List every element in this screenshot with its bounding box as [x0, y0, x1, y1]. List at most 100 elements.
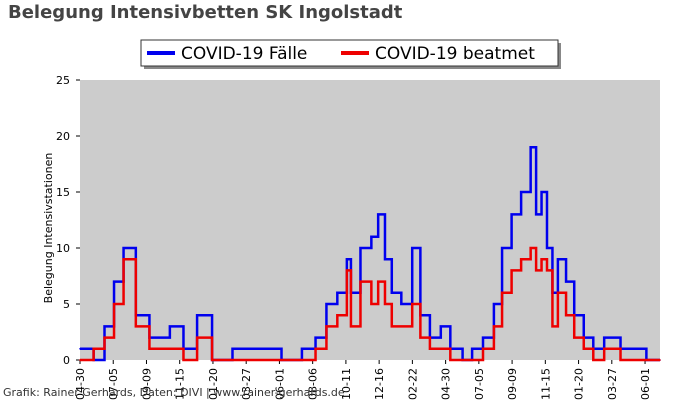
plot-background [80, 80, 660, 360]
x-tick-label: 10-11 [340, 368, 353, 400]
data-point-covid-19-faelle [325, 303, 328, 305]
data-point-covid-19-faelle [390, 292, 393, 294]
data-point-covid-19-beatmet [169, 348, 171, 350]
data-point-covid-19-beatmet [92, 348, 95, 350]
data-point-covid-19-beatmet [471, 359, 473, 361]
data-point-covid-19-faelle [169, 325, 171, 328]
legend-label-covid-faelle: COVID-19 Fälle [181, 44, 307, 64]
data-point-covid-19-beatmet [461, 359, 464, 361]
data-point-covid-19-beatmet [631, 359, 634, 361]
data-point-covid-19-faelle [540, 191, 543, 193]
y-axis: 0 5 10 15 20 25 [56, 74, 80, 367]
data-point-covid-19-beatmet [529, 247, 532, 249]
data-point-covid-19-beatmet [493, 325, 495, 328]
y-tick-label: 10 [56, 242, 70, 255]
data-point-covid-19-beatmet [546, 269, 548, 272]
data-point-covid-19-beatmet [79, 359, 81, 361]
y-tick-label: 15 [56, 186, 70, 199]
data-point-covid-19-beatmet [248, 359, 250, 361]
x-tick-label: 11-15 [174, 368, 187, 400]
data-point-covid-19-faelle [400, 303, 403, 305]
data-point-covid-19-faelle [529, 146, 532, 148]
data-point-covid-19-faelle [301, 348, 303, 350]
data-point-covid-19-beatmet [336, 314, 339, 317]
data-point-covid-19-beatmet [419, 336, 422, 339]
data-point-covid-19-beatmet [592, 359, 595, 361]
data-point-covid-19-faelle [103, 325, 106, 328]
data-point-covid-19-beatmet [384, 303, 386, 305]
data-point-covid-19-beatmet [557, 292, 559, 294]
data-point-covid-19-faelle [557, 258, 559, 261]
data-point-covid-19-faelle [493, 303, 495, 305]
data-point-covid-19-beatmet [603, 348, 605, 350]
data-point-covid-19-beatmet [520, 258, 522, 261]
data-point-covid-19-faelle [520, 191, 522, 193]
data-point-covid-19-faelle [370, 236, 373, 238]
data-point-covid-19-beatmet [182, 359, 185, 361]
data-point-covid-19-beatmet [429, 348, 431, 350]
data-point-covid-19-faelle [471, 348, 473, 350]
x-tick-label: 09-09 [140, 368, 153, 400]
data-point-covid-19-faelle [631, 348, 634, 350]
data-point-covid-19-beatmet [619, 359, 622, 361]
x-tick-label: 03-27 [240, 368, 253, 400]
data-point-covid-19-beatmet [196, 336, 198, 339]
data-point-covid-19-faelle [248, 348, 250, 350]
x-tick-label: 04-30 [440, 368, 453, 400]
data-point-covid-19-beatmet [449, 359, 452, 361]
y-tick-label: 25 [56, 74, 70, 87]
data-point-covid-19-beatmet [400, 325, 403, 328]
x-tick-label: 11-15 [539, 368, 552, 400]
data-point-covid-19-faelle [79, 348, 81, 350]
data-point-covid-19-beatmet [390, 325, 393, 328]
data-point-covid-19-beatmet [370, 303, 373, 305]
data-point-covid-19-beatmet [573, 336, 576, 339]
x-tick-label: 04-30 [74, 368, 87, 400]
data-point-covid-19-faelle [510, 213, 513, 216]
data-point-covid-19-faelle [231, 348, 234, 350]
data-point-covid-19-faelle [346, 258, 348, 261]
legend-label-covid-beatmet: COVID-19 beatmet [375, 44, 535, 64]
legend-box [140, 39, 559, 67]
data-point-covid-19-faelle [501, 247, 503, 249]
data-point-covid-19-beatmet [350, 325, 352, 328]
data-point-covid-19-beatmet [501, 292, 503, 294]
x-tick-label: 06-01 [273, 368, 286, 400]
data-point-covid-19-faelle [196, 314, 198, 317]
data-point-covid-19-beatmet [231, 359, 234, 361]
data-point-covid-19-beatmet [565, 314, 567, 317]
data-point-covid-19-faelle [546, 247, 548, 249]
data-point-covid-19-beatmet [377, 280, 379, 283]
data-point-covid-19-beatmet [535, 269, 537, 272]
data-point-covid-19-beatmet [135, 325, 137, 328]
data-point-covid-19-faelle [535, 213, 537, 216]
series-lines [79, 145, 661, 362]
data-point-covid-19-beatmet [359, 280, 362, 283]
x-axis: 04-30 07-05 09-09 11-15 01-20 03-27 06-01 08-06… [74, 360, 652, 400]
data-point-covid-19-beatmet [510, 269, 513, 272]
source-credit: Grafik: Rainer Gerhards, Daten: DIVI | w… [3, 386, 345, 399]
data-point-covid-19-beatmet [659, 359, 661, 361]
data-point-covid-19-beatmet [314, 348, 317, 350]
data-point-covid-19-faelle [482, 336, 484, 339]
y-tick-label: 20 [56, 130, 70, 143]
data-point-covid-19-faelle [439, 325, 442, 328]
data-point-covid-19-beatmet [645, 359, 648, 361]
data-point-covid-19-faelle [377, 213, 379, 216]
data-point-covid-19-beatmet [211, 359, 213, 361]
data-point-covid-19-beatmet [280, 359, 283, 361]
data-point-covid-19-faelle [113, 280, 115, 283]
legend: COVID-19 Fälle COVID-19 beatmet [140, 39, 561, 69]
data-point-covid-19-faelle [258, 348, 261, 350]
data-point-covid-19-beatmet [482, 348, 484, 350]
data-point-covid-19-beatmet [258, 359, 261, 361]
data-point-covid-19-faelle [336, 292, 339, 294]
data-point-covid-19-faelle [384, 258, 386, 261]
x-tick-label: 07-05 [473, 368, 486, 400]
y-axis-title: Belegung Intensivstationen [42, 153, 55, 304]
x-tick-label: 09-09 [506, 368, 519, 400]
data-point-covid-19-faelle [565, 280, 567, 283]
x-tick-label: 08-06 [307, 368, 320, 400]
data-point-covid-19-beatmet [582, 348, 585, 350]
